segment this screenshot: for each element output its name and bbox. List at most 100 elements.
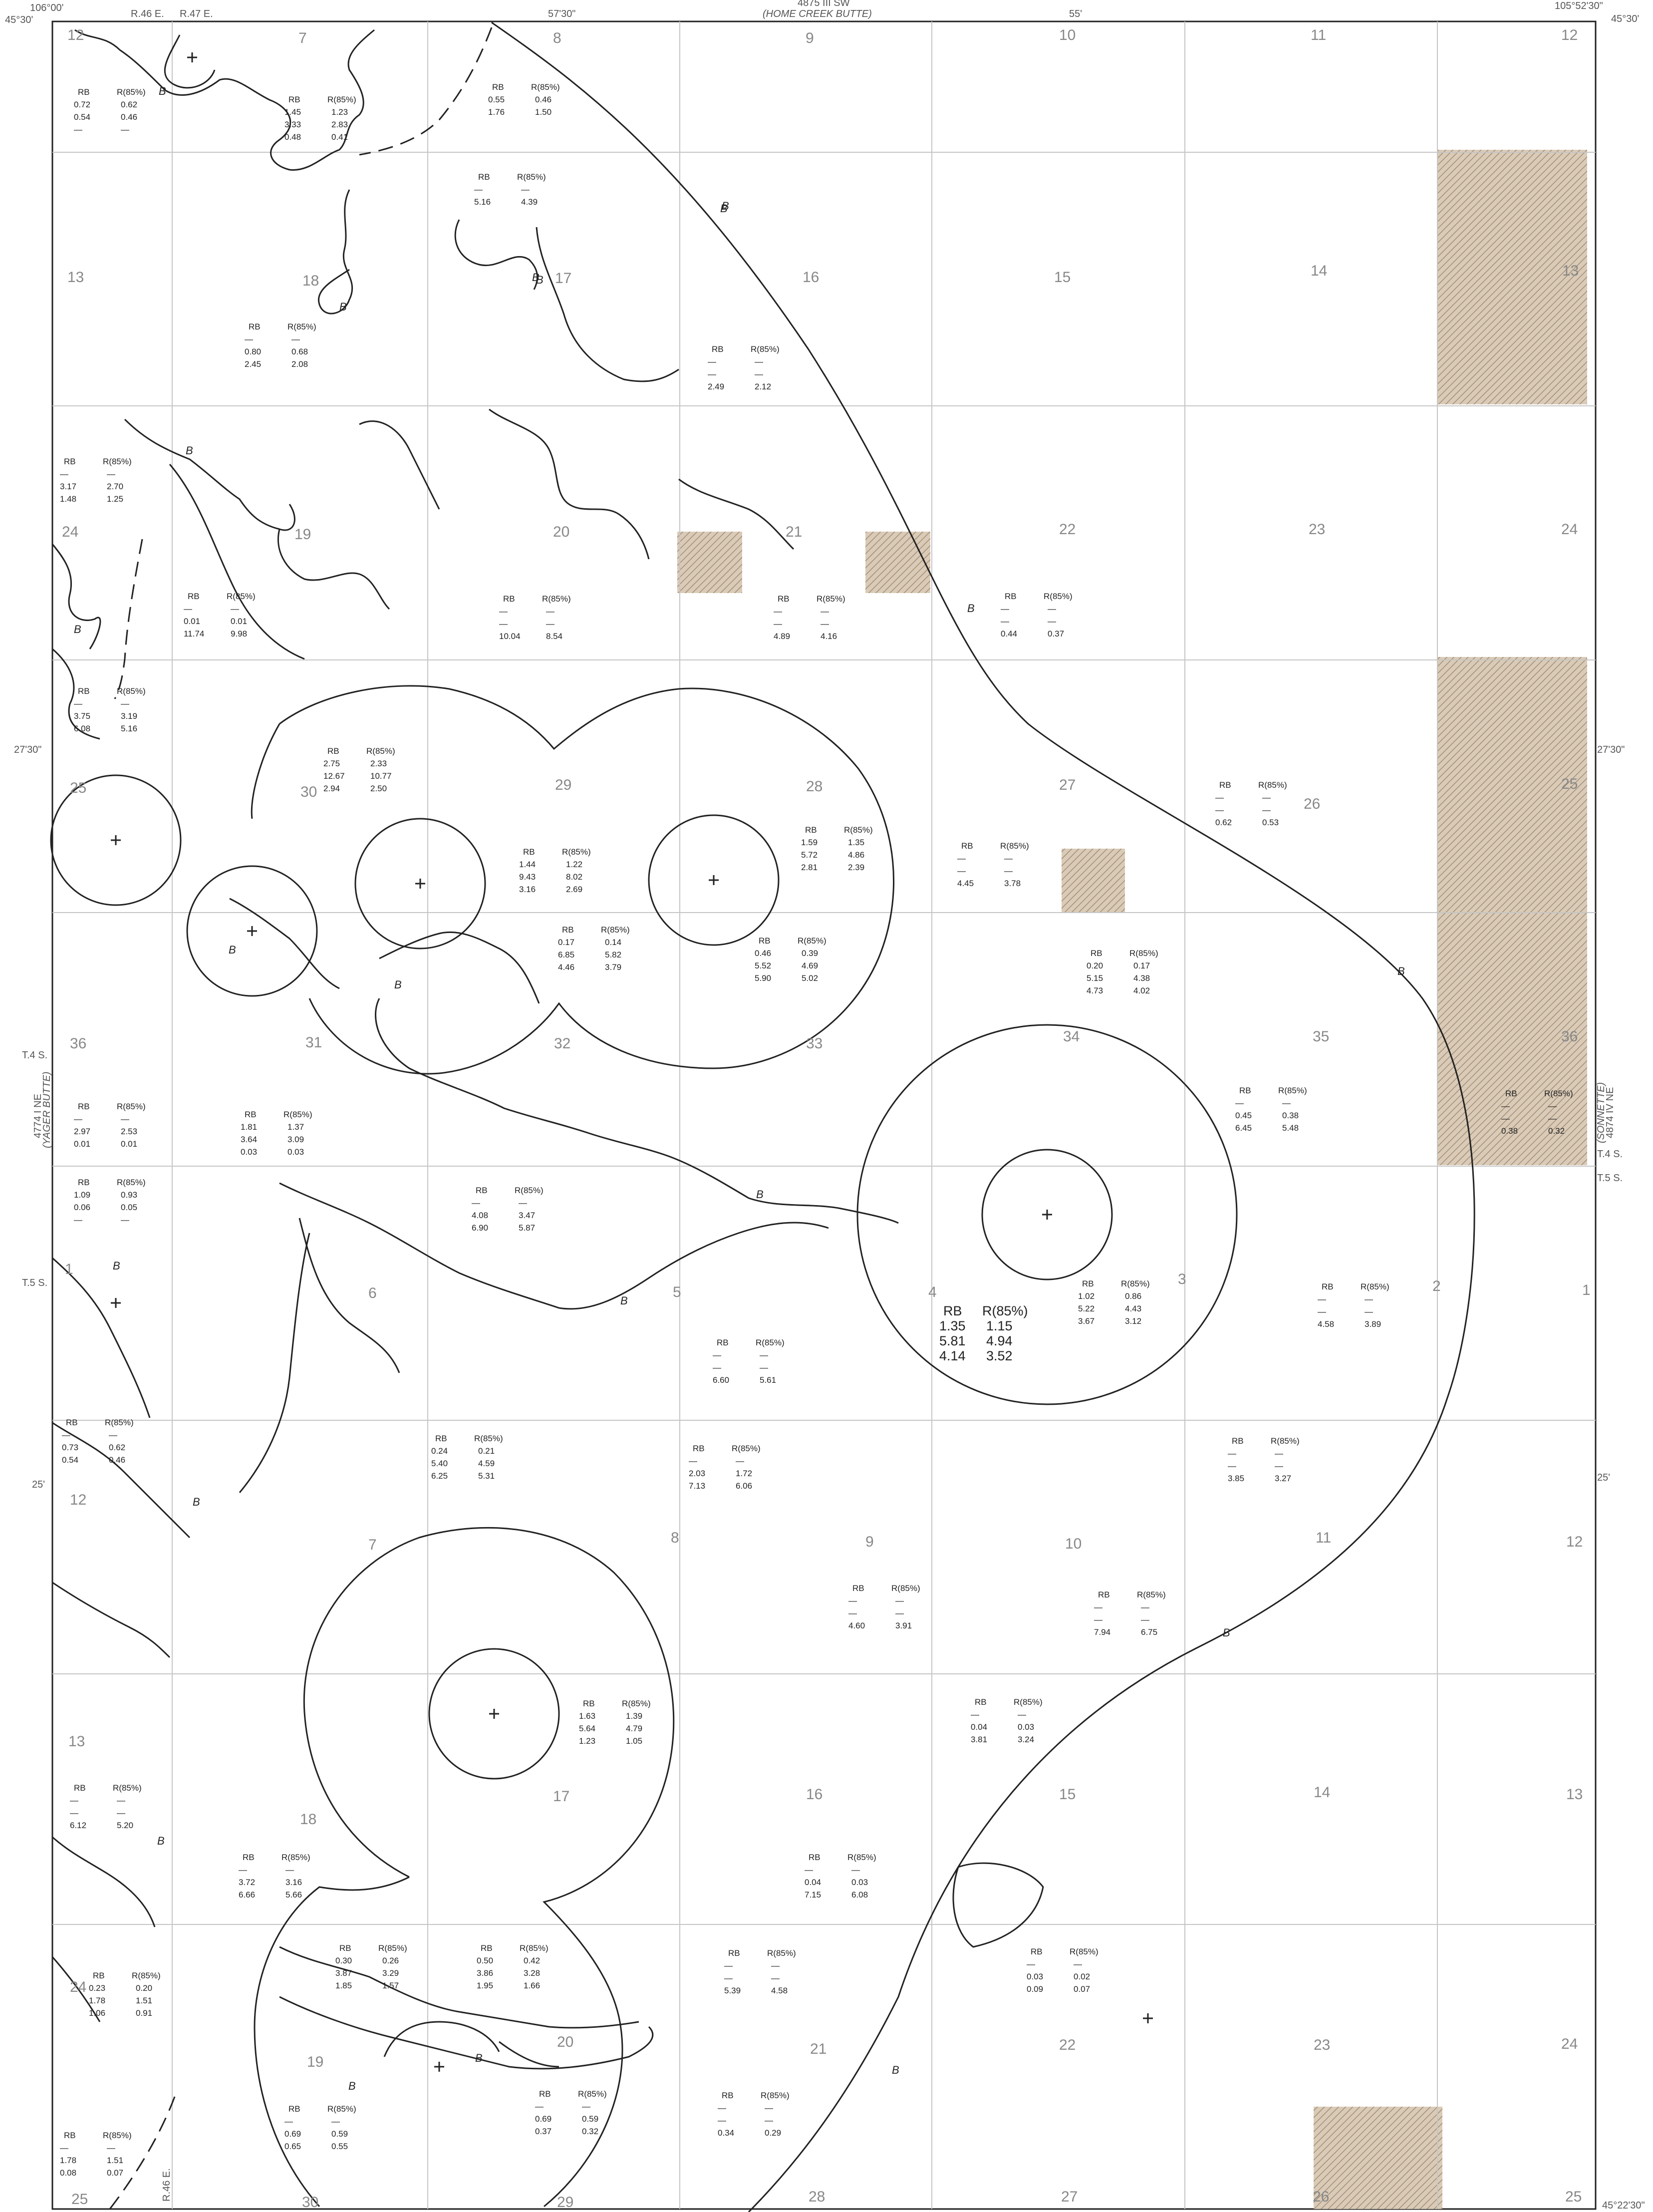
table-cell-rb: — <box>1228 1461 1236 1471</box>
table-cell-r85: 4.86 <box>848 850 864 860</box>
table-cell-r85: — <box>1004 854 1013 863</box>
table-header-r85: R(85%) <box>622 1699 651 1708</box>
table-cell-r85: 4.39 <box>521 197 538 207</box>
table-cell-rb: 0.44 <box>1001 629 1017 638</box>
section-number: 16 <box>806 1786 823 1803</box>
table-cell-r85: 0.01 <box>121 1139 137 1149</box>
table-cell-rb: 6.08 <box>74 724 90 733</box>
section-number: 6 <box>368 1285 377 1301</box>
table-cell-r85: — <box>117 1808 125 1818</box>
corner-bottom-right-lat: 45°22'30" <box>1602 2200 1645 2211</box>
table-header-rb: RB <box>64 2131 76 2140</box>
table-cell-rb: — <box>848 1608 857 1618</box>
table-cell-r85: — <box>895 1608 904 1618</box>
table-cell-r85: 8.54 <box>546 632 562 641</box>
table-header-r85: R(85%) <box>327 95 356 104</box>
table-cell-rb: 3.81 <box>971 1735 987 1744</box>
table-header-r85: R(85%) <box>982 1303 1028 1318</box>
table-cell-rb: 6.60 <box>713 1375 729 1385</box>
table-cell-r85: 2.50 <box>370 784 387 793</box>
section-number: 34 <box>1063 1028 1080 1045</box>
table-cell-rb: — <box>774 607 782 616</box>
table-cell-r85: — <box>231 604 239 614</box>
table-cell-r85: 2.39 <box>848 863 864 872</box>
table-header-r85: R(85%) <box>531 82 560 92</box>
resource-table: RB R(85%) 1.02 5.22 3.67 0.86 4.43 3.12 <box>1078 1279 1150 1326</box>
table-cell-rb: 3.86 <box>477 1968 493 1978</box>
table-header-r85: R(85%) <box>732 1444 761 1453</box>
table-header-r85: R(85%) <box>520 1943 549 1953</box>
table-cell-r85: — <box>895 1596 904 1605</box>
table-cell-rb: — <box>535 2102 544 2111</box>
table-cell-rb: 5.64 <box>579 1724 595 1733</box>
table-header-r85: R(85%) <box>105 1418 134 1427</box>
table-cell-r85: 5.87 <box>519 1223 535 1233</box>
table-cell-r85: 0.42 <box>524 1956 540 1965</box>
table-cell-rb: 0.73 <box>62 1443 78 1452</box>
section-number: 16 <box>803 269 819 286</box>
section-number: 30 <box>300 784 317 800</box>
left-tick-2730: 27'30" <box>14 744 41 755</box>
table-header-r85: R(85%) <box>113 1783 142 1793</box>
table-header-r85: R(85%) <box>1258 780 1287 790</box>
table-cell-rb: 0.30 <box>335 1956 352 1965</box>
table-header-r85: R(85%) <box>891 1583 920 1593</box>
section-number: 24 <box>1561 2036 1578 2052</box>
table-cell-r85: 4.94 <box>986 1333 1013 1348</box>
table-cell-rb: 4.73 <box>1087 986 1103 995</box>
table-cell-rb: 1.35 <box>939 1318 966 1333</box>
table-cell-rb: 1.63 <box>579 1711 595 1721</box>
resource-table: RB R(85%) — — 10.04 — — 8.54 <box>499 594 571 641</box>
table-cell-r85: 6.08 <box>851 1890 868 1899</box>
table-cell-r85: 0.32 <box>1548 1126 1565 1136</box>
table-cell-r85: — <box>107 2143 115 2153</box>
map-frame <box>51 20 1597 2210</box>
section-number: 18 <box>300 1811 316 1828</box>
hatched-parcels <box>677 150 1587 2209</box>
table-cell-rb: 2.94 <box>323 784 340 793</box>
table-cell-r85: — <box>1365 1294 1373 1304</box>
table-header-r85: R(85%) <box>378 1943 407 1953</box>
resource-table: RB R(85%) 0.30 3.87 1.85 0.26 3.29 1.57 <box>335 1943 407 1990</box>
section-number: 31 <box>305 1034 322 1051</box>
table-header-rb: RB <box>1232 1436 1244 1446</box>
table-cell-r85: 0.68 <box>291 347 308 356</box>
resource-table: RB R(85%) 2.75 12.67 2.94 2.33 10.77 2.50 <box>323 746 395 793</box>
table-cell-r85: — <box>1262 793 1271 802</box>
boundary-b-label: B <box>74 623 81 635</box>
table-cell-r85: — <box>771 1961 780 1970</box>
table-cell-r85: — <box>760 1363 768 1372</box>
table-cell-r85: 2.08 <box>291 359 308 369</box>
left-tick-25: 25' <box>32 1479 45 1490</box>
cross-markers <box>111 52 1153 2072</box>
table-cell-rb: 5.81 <box>939 1333 966 1348</box>
table-cell-rb: 0.62 <box>1215 818 1232 827</box>
section-number: 24 <box>62 524 78 540</box>
table-cell-rb: 0.69 <box>535 2114 551 2124</box>
table-cell-rb: 3.72 <box>239 1878 255 1887</box>
table-cell-rb: 3.67 <box>1078 1316 1095 1326</box>
table-cell-rb: 0.09 <box>1027 1984 1043 1994</box>
table-cell-rb: 0.20 <box>1087 961 1103 970</box>
table-header-r85: R(85%) <box>767 1948 796 1958</box>
table-header-r85: R(85%) <box>847 1853 876 1862</box>
table-cell-rb: 3.17 <box>60 482 76 491</box>
table-cell-r85: 3.91 <box>895 1621 912 1630</box>
table-cell-r85: — <box>1262 805 1271 815</box>
table-cell-r85: 2.53 <box>121 1127 137 1136</box>
table-cell-rb: 1.95 <box>477 1981 493 1990</box>
table-cell-rb: 1.23 <box>579 1736 595 1746</box>
resource-tables: RB R(85%) 0.72 0.54 — 0.62 0.46 — RB R(85%) 1.45 3.… <box>60 82 1573 2178</box>
section-number: 20 <box>553 524 569 540</box>
boundary-b-label: B <box>186 444 193 457</box>
boundary-b-label: B <box>193 1496 200 1508</box>
table-header-r85: R(85%) <box>844 825 873 835</box>
resource-table: RB R(85%) 1.63 5.64 1.23 1.39 4.79 1.05 <box>579 1699 651 1746</box>
table-header-rb: RB <box>93 1971 105 1980</box>
table-cell-rb: — <box>60 469 68 479</box>
resource-table: RB R(85%) 1.45 3.33 0.48 1.23 2.83 0.41 <box>284 95 356 142</box>
table-cell-r85: 5.31 <box>478 1471 495 1481</box>
boundary-b-label: B <box>1223 1626 1230 1639</box>
table-header-r85: R(85%) <box>601 925 630 935</box>
